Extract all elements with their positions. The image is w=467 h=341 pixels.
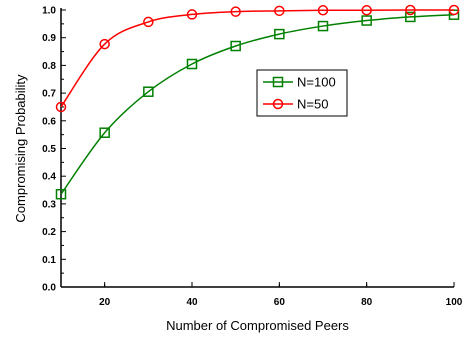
legend-marker-square (272, 76, 284, 88)
data-point-circle (448, 4, 460, 16)
data-point-circle (143, 16, 154, 28)
legend-marker-circle (272, 98, 284, 110)
y-tick-label: 0.1 (42, 255, 56, 266)
legend: N=100 N=50 (256, 69, 348, 117)
legend-box (256, 69, 348, 117)
y-tick-label: 0.9 (42, 33, 56, 44)
legend-item: N=100 (263, 75, 336, 90)
data-point-square (448, 9, 460, 20)
series-n-100 (55, 9, 460, 200)
y-tick-label: 0.7 (42, 89, 56, 100)
data-point-circle (317, 5, 329, 16)
y-tick-label: 0.3 (42, 199, 56, 210)
data-point-circle (99, 38, 110, 50)
data-point-circle (55, 101, 67, 113)
x-tick-label: 80 (361, 297, 373, 308)
y-tick-label: 1.0 (42, 6, 56, 17)
data-point-circle (186, 9, 198, 20)
data-point-square (274, 28, 285, 40)
data-point-circle (230, 6, 241, 17)
x-tick-label: 60 (274, 297, 286, 308)
data-point-square (361, 15, 372, 26)
data-point-circle (361, 5, 372, 16)
x-tick-label: 20 (99, 297, 111, 308)
data-point-square (99, 127, 110, 138)
data-point-square (405, 11, 416, 23)
series-line-n-50 (60, 9, 455, 108)
y-tick-label: 0.4 (42, 172, 56, 183)
y-tick-label: 0.2 (42, 227, 56, 238)
series-line-n-100 (60, 13, 455, 195)
legend-label: N=50 (297, 97, 328, 112)
series-group (55, 4, 460, 200)
legend-label: N=100 (297, 75, 336, 90)
y-tick-label: 0.0 (42, 283, 56, 294)
data-point-circle (405, 4, 416, 16)
y-tick-label: 0.8 (42, 61, 56, 72)
x-axis-title: Number of Compromised Peers (166, 318, 349, 333)
data-point-square (55, 188, 67, 200)
series-n-50 (55, 4, 460, 113)
y-tick-label: 0.5 (42, 144, 56, 155)
legend-item: N=50 (263, 97, 328, 112)
data-point-square (186, 58, 198, 70)
y-tick-label: 0.6 (42, 116, 56, 127)
data-point-square (143, 86, 154, 97)
x-tick-label: 100 (446, 297, 463, 308)
data-point-square (230, 40, 241, 52)
data-point-square (317, 20, 329, 32)
y-axis-title: Compromising Probability (13, 74, 28, 223)
data-point-circle (274, 5, 285, 17)
x-tick-label: 40 (186, 297, 198, 308)
axes: 0.0 0.1 0.2 0.3 0.4 0.5 0.6 0.7 0.8 0.9 1.0 20 40 60 8… (42, 6, 463, 309)
